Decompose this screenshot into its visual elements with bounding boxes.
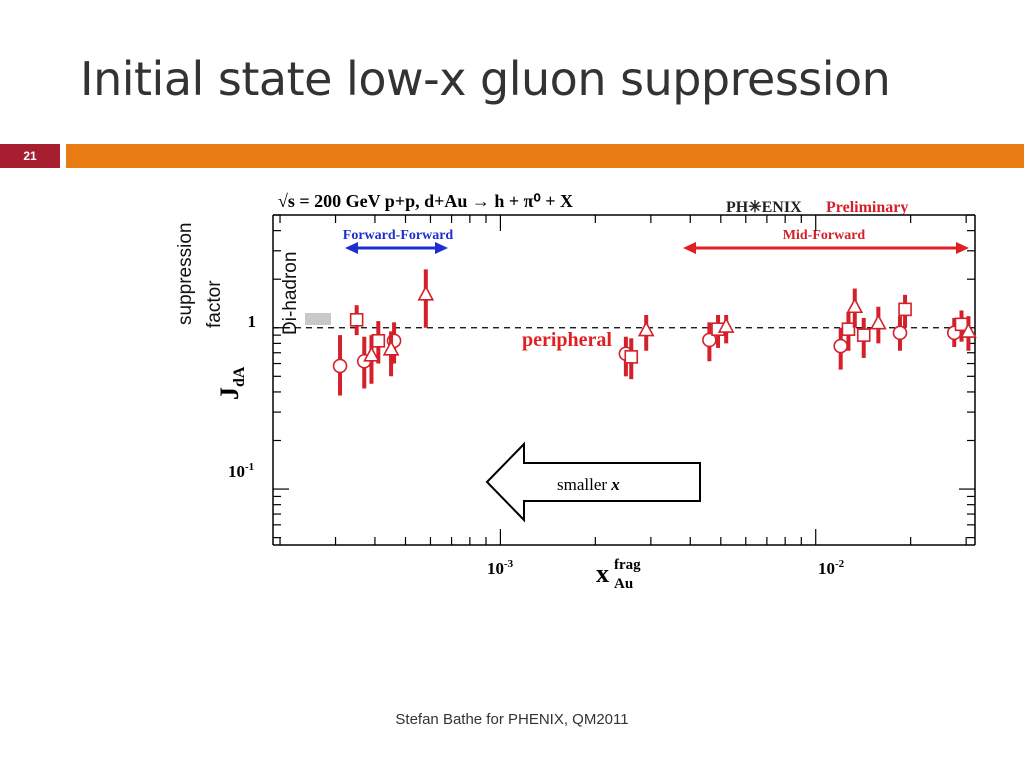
data-point-triangle: [417, 285, 435, 301]
data-point-triangle: [637, 320, 655, 337]
x-axis-title: x frag Au: [596, 557, 641, 592]
phenix-logo-text: PH✳ENIX: [726, 199, 802, 216]
data-point-square: [371, 334, 386, 348]
data-point-triangle: [382, 340, 400, 356]
data-point-square: [898, 302, 912, 317]
slide-title: Initial state low-x gluon suppression: [80, 52, 891, 106]
data-point-triangle: [717, 317, 735, 333]
data-point-triangle: [846, 297, 864, 314]
data-point-square: [841, 322, 856, 336]
slide-number: 21: [0, 144, 60, 168]
data-point-circle: [332, 358, 348, 374]
svg-text:Au: Au: [614, 576, 633, 592]
smaller-x-label: smaller x: [557, 475, 620, 494]
mid-forward-arrow: [683, 242, 969, 254]
data-point-circle: [702, 332, 717, 348]
y-axis-title: JdA: [215, 366, 248, 400]
svg-text:JdA: JdA: [215, 366, 248, 400]
data-point-square: [349, 313, 364, 327]
chart-title: √s = 200 GeV p+p, d+Au → h + π⁰ + X: [278, 191, 573, 211]
data-point-triangle: [363, 346, 380, 362]
svg-text:x: x: [596, 559, 609, 588]
smaller-x-arrow: [485, 441, 701, 523]
peripheral-annotation: peripheral: [522, 329, 612, 351]
footer-credit: Stefan Bathe for PHENIX, QM2011: [395, 711, 629, 728]
data-point-square: [624, 350, 639, 364]
normalization-uncertainty-box: [305, 313, 331, 325]
data-point-square: [856, 328, 871, 342]
data-point-triangle: [870, 313, 887, 330]
y-tick-label-0.1: 10-1: [228, 461, 254, 481]
data-point-circle: [892, 325, 908, 341]
x-tick-label-1e-2: 10-2: [818, 558, 845, 578]
svg-text:frag: frag: [614, 557, 641, 573]
mid-forward-label: Mid-Forward: [783, 228, 866, 243]
preliminary-label: Preliminary: [826, 199, 908, 216]
forward-forward-label: Forward-Forward: [343, 228, 454, 243]
header-accent-bar: [66, 144, 1024, 168]
data-point-triangle: [960, 322, 977, 338]
y-tick-label-1: 1: [248, 312, 257, 331]
forward-forward-arrow: [345, 242, 448, 254]
data-point-circle: [833, 338, 848, 354]
x-tick-label-1e-3: 10-3: [487, 558, 514, 578]
